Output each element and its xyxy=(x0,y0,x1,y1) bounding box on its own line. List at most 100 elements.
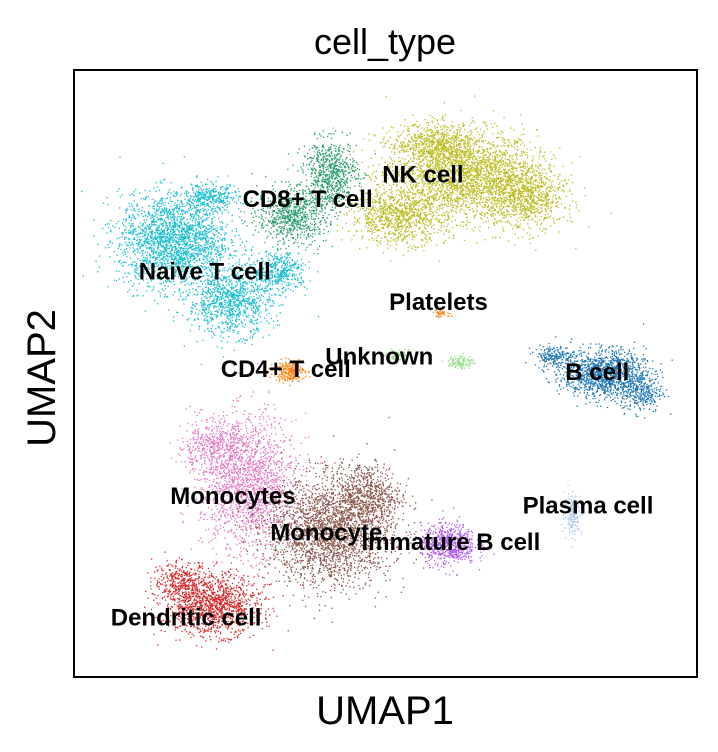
data-point xyxy=(544,216,546,219)
data-point xyxy=(512,167,514,169)
data-point xyxy=(486,187,488,189)
data-point xyxy=(425,146,427,148)
data-point xyxy=(478,150,480,152)
data-point xyxy=(421,186,423,189)
data-point xyxy=(407,130,409,132)
data-point xyxy=(405,199,407,201)
data-point xyxy=(545,190,547,192)
data-point xyxy=(400,223,403,225)
data-point xyxy=(556,218,558,221)
data-point xyxy=(547,213,549,215)
data-point xyxy=(543,193,545,195)
data-point xyxy=(402,204,404,206)
data-point xyxy=(523,179,526,181)
data-point xyxy=(507,145,509,147)
data-point xyxy=(493,224,496,226)
data-point xyxy=(456,143,458,145)
data-point xyxy=(414,208,417,210)
data-point xyxy=(367,220,369,222)
data-point xyxy=(463,180,465,182)
data-point xyxy=(412,176,414,179)
data-point xyxy=(442,152,444,154)
data-point xyxy=(424,219,426,221)
data-point xyxy=(532,155,534,157)
data-point xyxy=(461,155,463,158)
data-point xyxy=(451,121,453,123)
data-point xyxy=(463,174,465,177)
data-point xyxy=(522,187,524,190)
data-point xyxy=(406,242,408,244)
data-point xyxy=(418,164,420,167)
data-point xyxy=(453,171,455,173)
data-point xyxy=(397,226,399,228)
data-point xyxy=(510,184,512,187)
data-point xyxy=(419,124,421,126)
data-point xyxy=(402,212,404,214)
data-point xyxy=(470,185,472,187)
data-point xyxy=(384,223,387,225)
data-point xyxy=(481,134,484,136)
data-point xyxy=(466,182,468,184)
data-point xyxy=(482,151,484,153)
data-point xyxy=(409,204,411,206)
data-point xyxy=(385,214,387,216)
data-point xyxy=(441,117,444,120)
data-point xyxy=(493,183,495,186)
data-point xyxy=(427,129,429,131)
data-point xyxy=(420,179,422,181)
data-point xyxy=(450,125,452,127)
data-point xyxy=(537,197,540,199)
data-point xyxy=(569,205,571,207)
data-point xyxy=(368,133,370,135)
data-point xyxy=(546,199,549,201)
data-point xyxy=(434,232,436,234)
data-point xyxy=(523,218,526,220)
data-point xyxy=(441,128,444,130)
data-point xyxy=(436,190,438,192)
data-point xyxy=(396,223,398,225)
data-point xyxy=(447,216,449,218)
data-point xyxy=(430,153,432,155)
data-point xyxy=(500,185,502,188)
data-point xyxy=(464,192,467,195)
data-point xyxy=(439,163,441,166)
data-point xyxy=(443,135,445,137)
data-point xyxy=(530,175,533,178)
data-point xyxy=(456,224,458,227)
data-point xyxy=(490,178,492,180)
data-point xyxy=(467,131,469,133)
data-point xyxy=(443,233,445,235)
data-point xyxy=(528,215,531,217)
data-point xyxy=(407,128,409,131)
data-point xyxy=(499,149,501,151)
data-point xyxy=(524,153,526,156)
data-point xyxy=(458,160,460,162)
data-point xyxy=(534,146,536,149)
data-point xyxy=(435,180,438,182)
data-point xyxy=(456,199,458,201)
data-point xyxy=(480,146,483,148)
data-point xyxy=(433,224,435,226)
data-point xyxy=(427,183,429,185)
data-point xyxy=(398,223,400,225)
data-point xyxy=(436,170,438,172)
data-point xyxy=(466,228,468,230)
data-point xyxy=(511,145,513,147)
data-point xyxy=(533,205,535,208)
data-point xyxy=(461,221,463,223)
data-point xyxy=(378,191,380,193)
data-point xyxy=(456,196,458,198)
data-point xyxy=(385,215,387,218)
data-point xyxy=(560,203,563,205)
data-point xyxy=(439,218,441,220)
data-point xyxy=(456,155,458,157)
data-point xyxy=(516,142,518,144)
data-point xyxy=(446,138,448,140)
data-point xyxy=(485,185,488,187)
data-point xyxy=(519,166,521,169)
data-point xyxy=(479,213,481,215)
data-point xyxy=(467,154,469,157)
data-point xyxy=(444,142,446,145)
data-point xyxy=(422,192,424,194)
data-point xyxy=(398,194,401,196)
